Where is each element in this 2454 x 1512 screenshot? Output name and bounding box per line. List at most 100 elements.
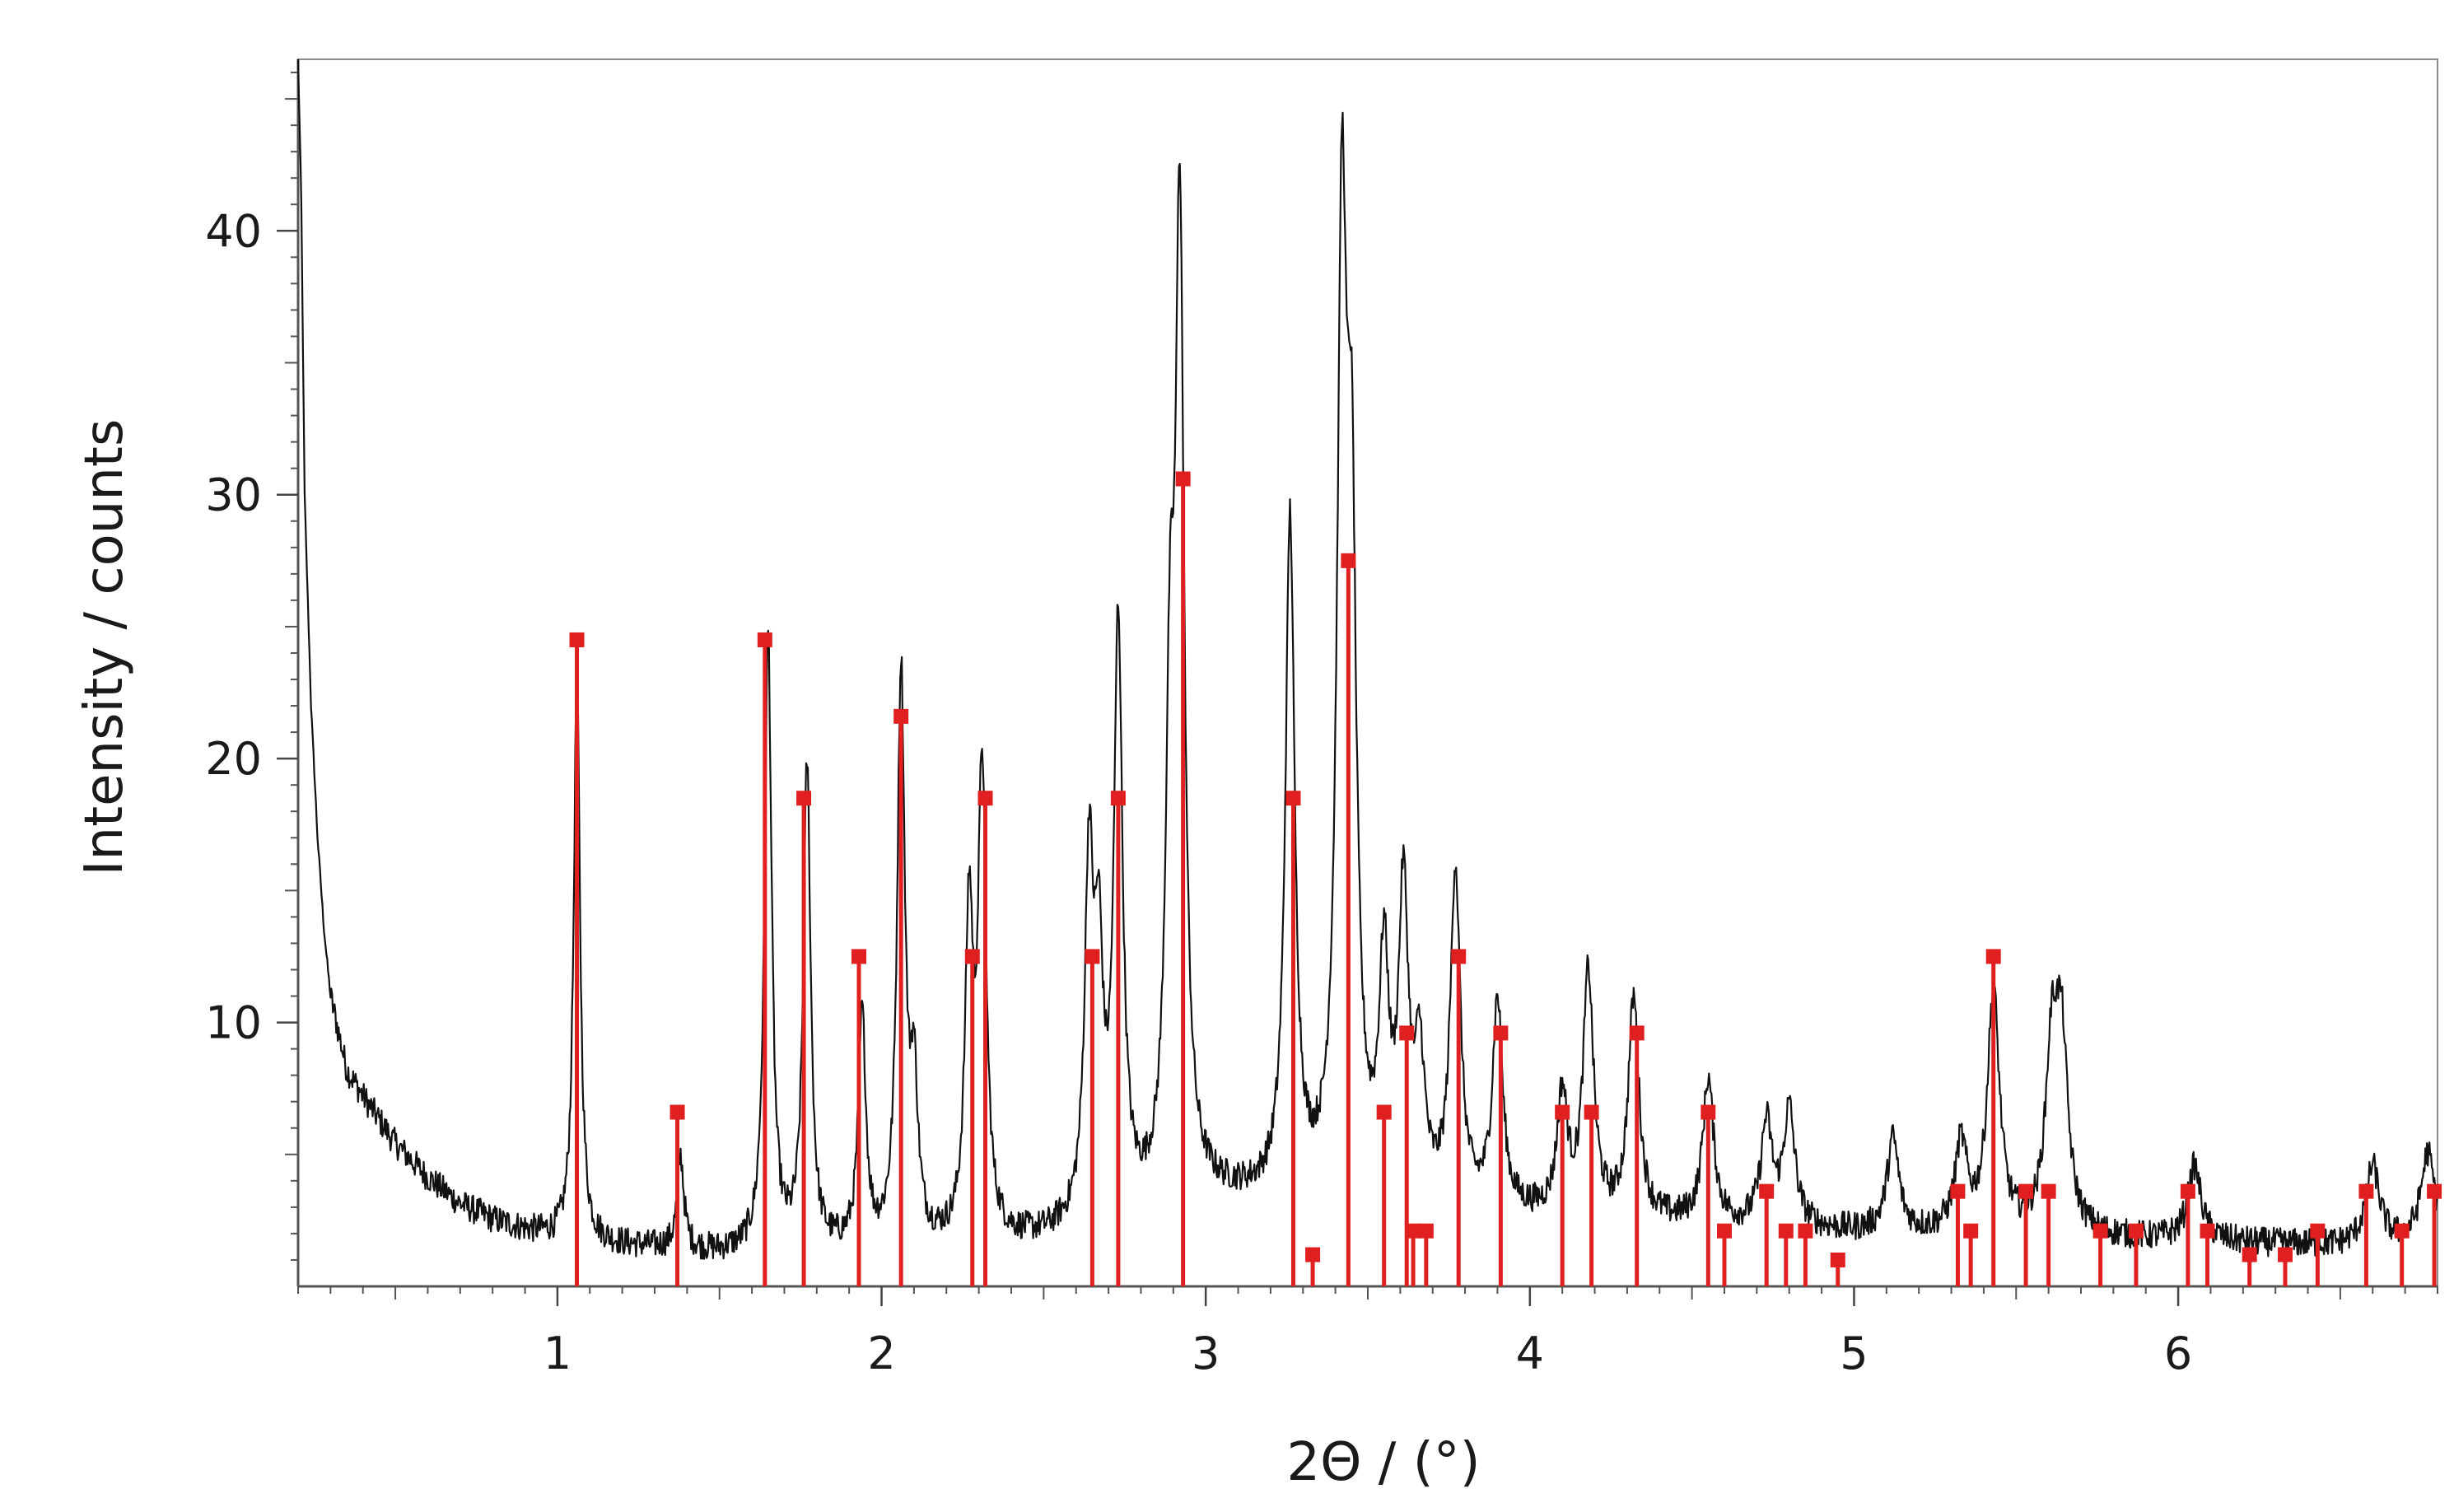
reflection-marker bbox=[1406, 1223, 1421, 1239]
reflection-marker bbox=[1341, 553, 1356, 568]
reflection-stick bbox=[2092, 1223, 2108, 1286]
reflection-marker bbox=[2358, 1183, 2374, 1199]
reflection-stick bbox=[1584, 1104, 1599, 1286]
reflection-stick bbox=[2394, 1223, 2410, 1286]
x-tick-label: 5 bbox=[1840, 1328, 1868, 1379]
y-axis-title: Intensity / counts bbox=[74, 419, 135, 876]
reflection-marker bbox=[569, 632, 585, 647]
reflection-stick bbox=[964, 949, 980, 1286]
reflection-stick bbox=[1406, 1223, 1421, 1286]
reflection-marker bbox=[1584, 1104, 1599, 1120]
reflection-marker bbox=[2200, 1223, 2215, 1239]
reflection-stick bbox=[1759, 1183, 1775, 1286]
reflection-marker bbox=[2018, 1183, 2034, 1199]
reflection-marker bbox=[1629, 1025, 1645, 1041]
reflection-marker bbox=[2277, 1247, 2293, 1262]
reflection-marker bbox=[964, 949, 980, 964]
reflection-marker bbox=[2427, 1183, 2442, 1199]
reflection-marker bbox=[1555, 1104, 1570, 1120]
reflection-stick bbox=[893, 708, 909, 1286]
reflection-stick bbox=[1341, 553, 1356, 1286]
reflection-stick bbox=[569, 632, 585, 1286]
reflection-marker bbox=[1305, 1247, 1321, 1262]
reflection-stick bbox=[757, 632, 772, 1286]
reflection-stick bbox=[1493, 1025, 1509, 1286]
reflection-marker bbox=[1399, 1025, 1415, 1041]
reflection-stick bbox=[1451, 949, 1467, 1286]
reflection-stick bbox=[669, 1104, 685, 1286]
pattern-trace bbox=[296, 58, 2439, 1260]
reflection-marker bbox=[1493, 1025, 1509, 1041]
x-tick-labels: 1 2 3 4 5 6 bbox=[544, 1328, 2193, 1379]
reflection-marker bbox=[893, 708, 909, 724]
reflection-stick bbox=[2310, 1223, 2326, 1286]
reflection-marker bbox=[2128, 1223, 2144, 1239]
reflection-stick bbox=[1717, 1223, 1732, 1286]
y-tick-label: 30 bbox=[205, 469, 262, 521]
major-ticks bbox=[277, 230, 2180, 1306]
reflection-marker bbox=[977, 791, 993, 806]
reflection-stick bbox=[2277, 1247, 2293, 1286]
y-tick-label: 20 bbox=[205, 733, 262, 785]
y-tick-label: 40 bbox=[205, 205, 262, 257]
reflection-marker bbox=[796, 791, 812, 806]
reflection-marker bbox=[1175, 471, 1191, 487]
reflection-stick bbox=[1285, 791, 1301, 1286]
reflection-stick bbox=[851, 949, 866, 1286]
measured-pattern bbox=[296, 58, 2439, 1260]
reflection-marker bbox=[1778, 1223, 1794, 1239]
reflection-stick bbox=[1376, 1104, 1392, 1286]
reflection-marker bbox=[1830, 1252, 1845, 1267]
x-tick-label: 6 bbox=[2164, 1328, 2192, 1379]
reflection-marker bbox=[757, 632, 772, 647]
reflection-stick bbox=[1830, 1252, 1845, 1286]
reflection-marker bbox=[2092, 1223, 2108, 1239]
reflection-stick bbox=[2018, 1183, 2034, 1286]
minor-ticks bbox=[285, 72, 2438, 1300]
reflection-marker bbox=[1950, 1183, 1966, 1199]
reflection-marker bbox=[1963, 1223, 1979, 1239]
reference-reflections bbox=[569, 471, 2442, 1286]
reflection-stick bbox=[1305, 1247, 1321, 1286]
x-tick-label: 4 bbox=[1516, 1328, 1544, 1379]
reflection-stick bbox=[1110, 791, 1126, 1286]
x-axis-title: 2Θ / (°) bbox=[1286, 1432, 1480, 1493]
reflection-marker bbox=[1418, 1223, 1434, 1239]
reflection-marker bbox=[1985, 949, 2001, 964]
reflection-stick bbox=[1629, 1025, 1645, 1286]
reflection-stick bbox=[1985, 949, 2001, 1286]
reflection-marker bbox=[2242, 1247, 2257, 1262]
reflection-stick bbox=[1175, 471, 1191, 1286]
reflection-stick bbox=[1963, 1223, 1979, 1286]
reflection-stick bbox=[2041, 1183, 2056, 1286]
reflection-stick bbox=[1085, 949, 1100, 1286]
reflection-marker bbox=[1701, 1104, 1716, 1120]
reflection-marker bbox=[2041, 1183, 2056, 1199]
reflection-marker bbox=[1798, 1223, 1813, 1239]
reflection-marker bbox=[1285, 791, 1301, 806]
reflection-stick bbox=[1418, 1223, 1434, 1286]
reflection-stick bbox=[1950, 1183, 1966, 1286]
x-tick-label: 1 bbox=[544, 1328, 572, 1379]
reflection-marker bbox=[2180, 1183, 2195, 1199]
reflection-stick bbox=[2427, 1183, 2442, 1286]
reflection-marker bbox=[1717, 1223, 1732, 1239]
x-tick-label: 2 bbox=[867, 1328, 895, 1379]
reflection-stick bbox=[977, 791, 993, 1286]
reflection-marker bbox=[1376, 1104, 1392, 1120]
reflection-stick bbox=[1555, 1104, 1570, 1286]
reflection-stick bbox=[1778, 1223, 1794, 1286]
reflection-stick bbox=[1701, 1104, 1716, 1286]
reflection-marker bbox=[2310, 1223, 2326, 1239]
reflection-marker bbox=[1110, 791, 1126, 806]
reflection-marker bbox=[669, 1104, 685, 1120]
reflection-stick bbox=[796, 791, 812, 1286]
reflection-stick bbox=[1798, 1223, 1813, 1286]
reflection-marker bbox=[1085, 949, 1100, 964]
reflection-stick bbox=[2358, 1183, 2374, 1286]
y-tick-labels: 10 20 30 40 bbox=[205, 205, 262, 1048]
reflection-stick bbox=[2200, 1223, 2215, 1286]
